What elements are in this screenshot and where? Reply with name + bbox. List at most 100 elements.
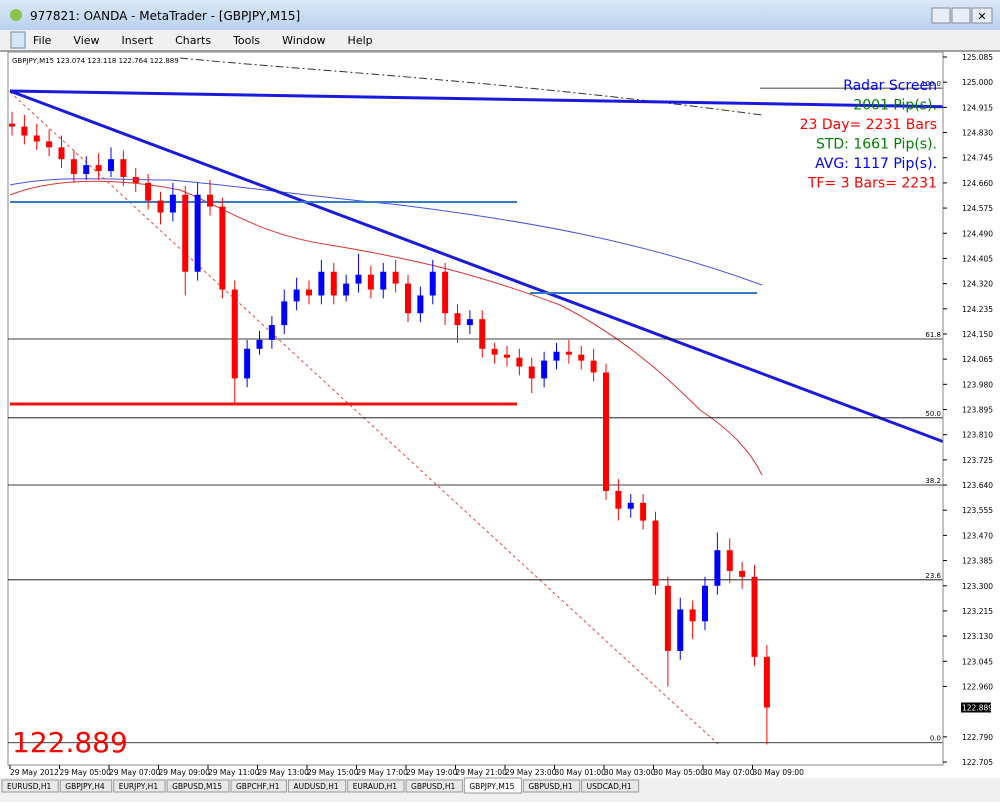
candle-body [677, 609, 684, 651]
price-label: 124.235 [962, 305, 993, 314]
candle-body [95, 165, 102, 172]
time-label: 29 May 2012 [10, 768, 59, 777]
candle-body [702, 585, 708, 622]
time-label: 29 May 17:00 [357, 768, 409, 777]
candle-body [528, 366, 535, 379]
tab-frame [522, 779, 581, 793]
menu-item[interactable]: View [73, 34, 99, 47]
radar-line: TF= 3 Bars= 2231 [807, 176, 937, 192]
time-label: 29 May 11:00 [208, 768, 260, 777]
candle-body [268, 325, 275, 340]
tab[interactable]: USDCAD,H1 [581, 779, 640, 793]
candle-body [689, 609, 696, 622]
tab[interactable]: GBPCHF,H1 [230, 779, 287, 793]
tab[interactable]: GBPUSD,M15 [166, 779, 230, 793]
candle-body [640, 502, 647, 521]
candle-body [714, 550, 721, 586]
price-label: 124.915 [962, 103, 993, 112]
title-bar [0, 0, 1000, 30]
radar-line: Radar Screen [843, 78, 937, 94]
candle-body [553, 351, 560, 361]
tab[interactable]: EURUSD,H1 [1, 779, 59, 793]
plot-area [7, 51, 944, 766]
time-label: 29 May 07:00 [109, 768, 161, 777]
tab-frame [463, 777, 522, 794]
price-label: 123.385 [962, 557, 993, 566]
tab[interactable]: EURAUD,H1 [347, 779, 405, 793]
fib-label: 50.0 [925, 410, 941, 418]
trend-line [9, 89, 943, 109]
price-label: 123.130 [962, 632, 993, 641]
symbol-info: GBPJPY,M15 123.074 123.118 122.764 122.8… [12, 57, 179, 65]
separator [0, 50, 1000, 52]
candle-body [293, 289, 300, 302]
candle-body [367, 274, 374, 290]
window-title: 977821: OANDA - MetaTrader - [GBPJPY,M15… [30, 9, 300, 23]
tab-frame [1, 779, 59, 793]
radar-line: 2001 Pip(s). [853, 98, 937, 114]
menu-item[interactable]: Help [348, 34, 373, 47]
candle-body [231, 289, 238, 379]
window-buttons[interactable]: ✕ [931, 7, 993, 24]
price-label: 124.065 [962, 355, 993, 364]
price-label: 125.000 [962, 78, 993, 87]
tab-frame [113, 779, 166, 793]
candle-body [145, 182, 152, 201]
price-axis [943, 52, 1000, 765]
candle-body [207, 194, 213, 207]
price-label: 123.215 [962, 607, 993, 616]
time-label: 29 May 09:00 [159, 768, 211, 777]
time-label: 29 May 23:00 [505, 768, 557, 777]
candle-body [504, 354, 510, 358]
tab[interactable]: GBPJPY,H4 [59, 779, 113, 793]
tab[interactable]: GBPJPY,M15 [463, 777, 522, 794]
candle-body [466, 319, 473, 326]
time-label: 29 May 13:00 [258, 768, 310, 777]
plot-layer [8, 57, 943, 745]
time-label: 30 May 05:00 [654, 768, 706, 777]
price-label: 123.980 [962, 380, 993, 389]
tab[interactable]: GBPUSD,H1 [522, 779, 581, 793]
menu-item[interactable]: Tools [232, 34, 260, 47]
time-label: 30 May 07:00 [703, 768, 755, 777]
candle-body [417, 295, 424, 314]
menu-item[interactable]: Window [282, 34, 325, 47]
candle-body [120, 159, 127, 177]
tab-label: GBPUSD,H1 [528, 782, 573, 791]
tab-label: GBPJPY,M15 [469, 782, 514, 791]
candle-body [343, 283, 350, 296]
menu-item[interactable]: Charts [175, 34, 211, 47]
tab[interactable]: GBPUSD,H1 [405, 779, 463, 793]
candle-body [132, 176, 139, 183]
current-price-label: 122.889 [962, 703, 993, 712]
big-price: 122.889 [12, 726, 128, 759]
tab-label: GBPCHF,H1 [236, 782, 280, 791]
candle-body [615, 490, 622, 509]
tab-frame [347, 779, 405, 793]
price-label: 123.470 [962, 531, 993, 540]
menu-item[interactable]: File [33, 34, 52, 47]
price-label: 123.725 [962, 456, 993, 465]
price-label: 124.745 [962, 154, 993, 163]
price-label: 123.895 [962, 406, 993, 415]
candle-body [169, 194, 176, 213]
candle-body [763, 656, 770, 708]
candle-body [157, 200, 164, 213]
tab[interactable]: AUDUSD,H1 [287, 779, 347, 793]
tab-label: EURUSD,H1 [7, 782, 51, 791]
candle-body [182, 194, 189, 272]
candle-body [306, 289, 312, 296]
tab-label: EURAUD,H1 [353, 782, 398, 791]
tab-frame [230, 779, 287, 793]
radar-line: 23 Day= 2231 Bars [800, 117, 937, 133]
candle-body [491, 348, 498, 355]
candle-body [21, 126, 28, 136]
tab[interactable]: EURJPY,H1 [113, 779, 166, 793]
radar-line: AVG: 1117 Pip(s). [815, 156, 937, 172]
menu-item[interactable]: Insert [122, 34, 154, 47]
svg-text:✕: ✕ [977, 10, 986, 23]
price-label: 123.810 [962, 431, 993, 440]
time-label: 29 May 05:00 [60, 768, 112, 777]
tab-label: USDCAD,H1 [587, 782, 632, 791]
